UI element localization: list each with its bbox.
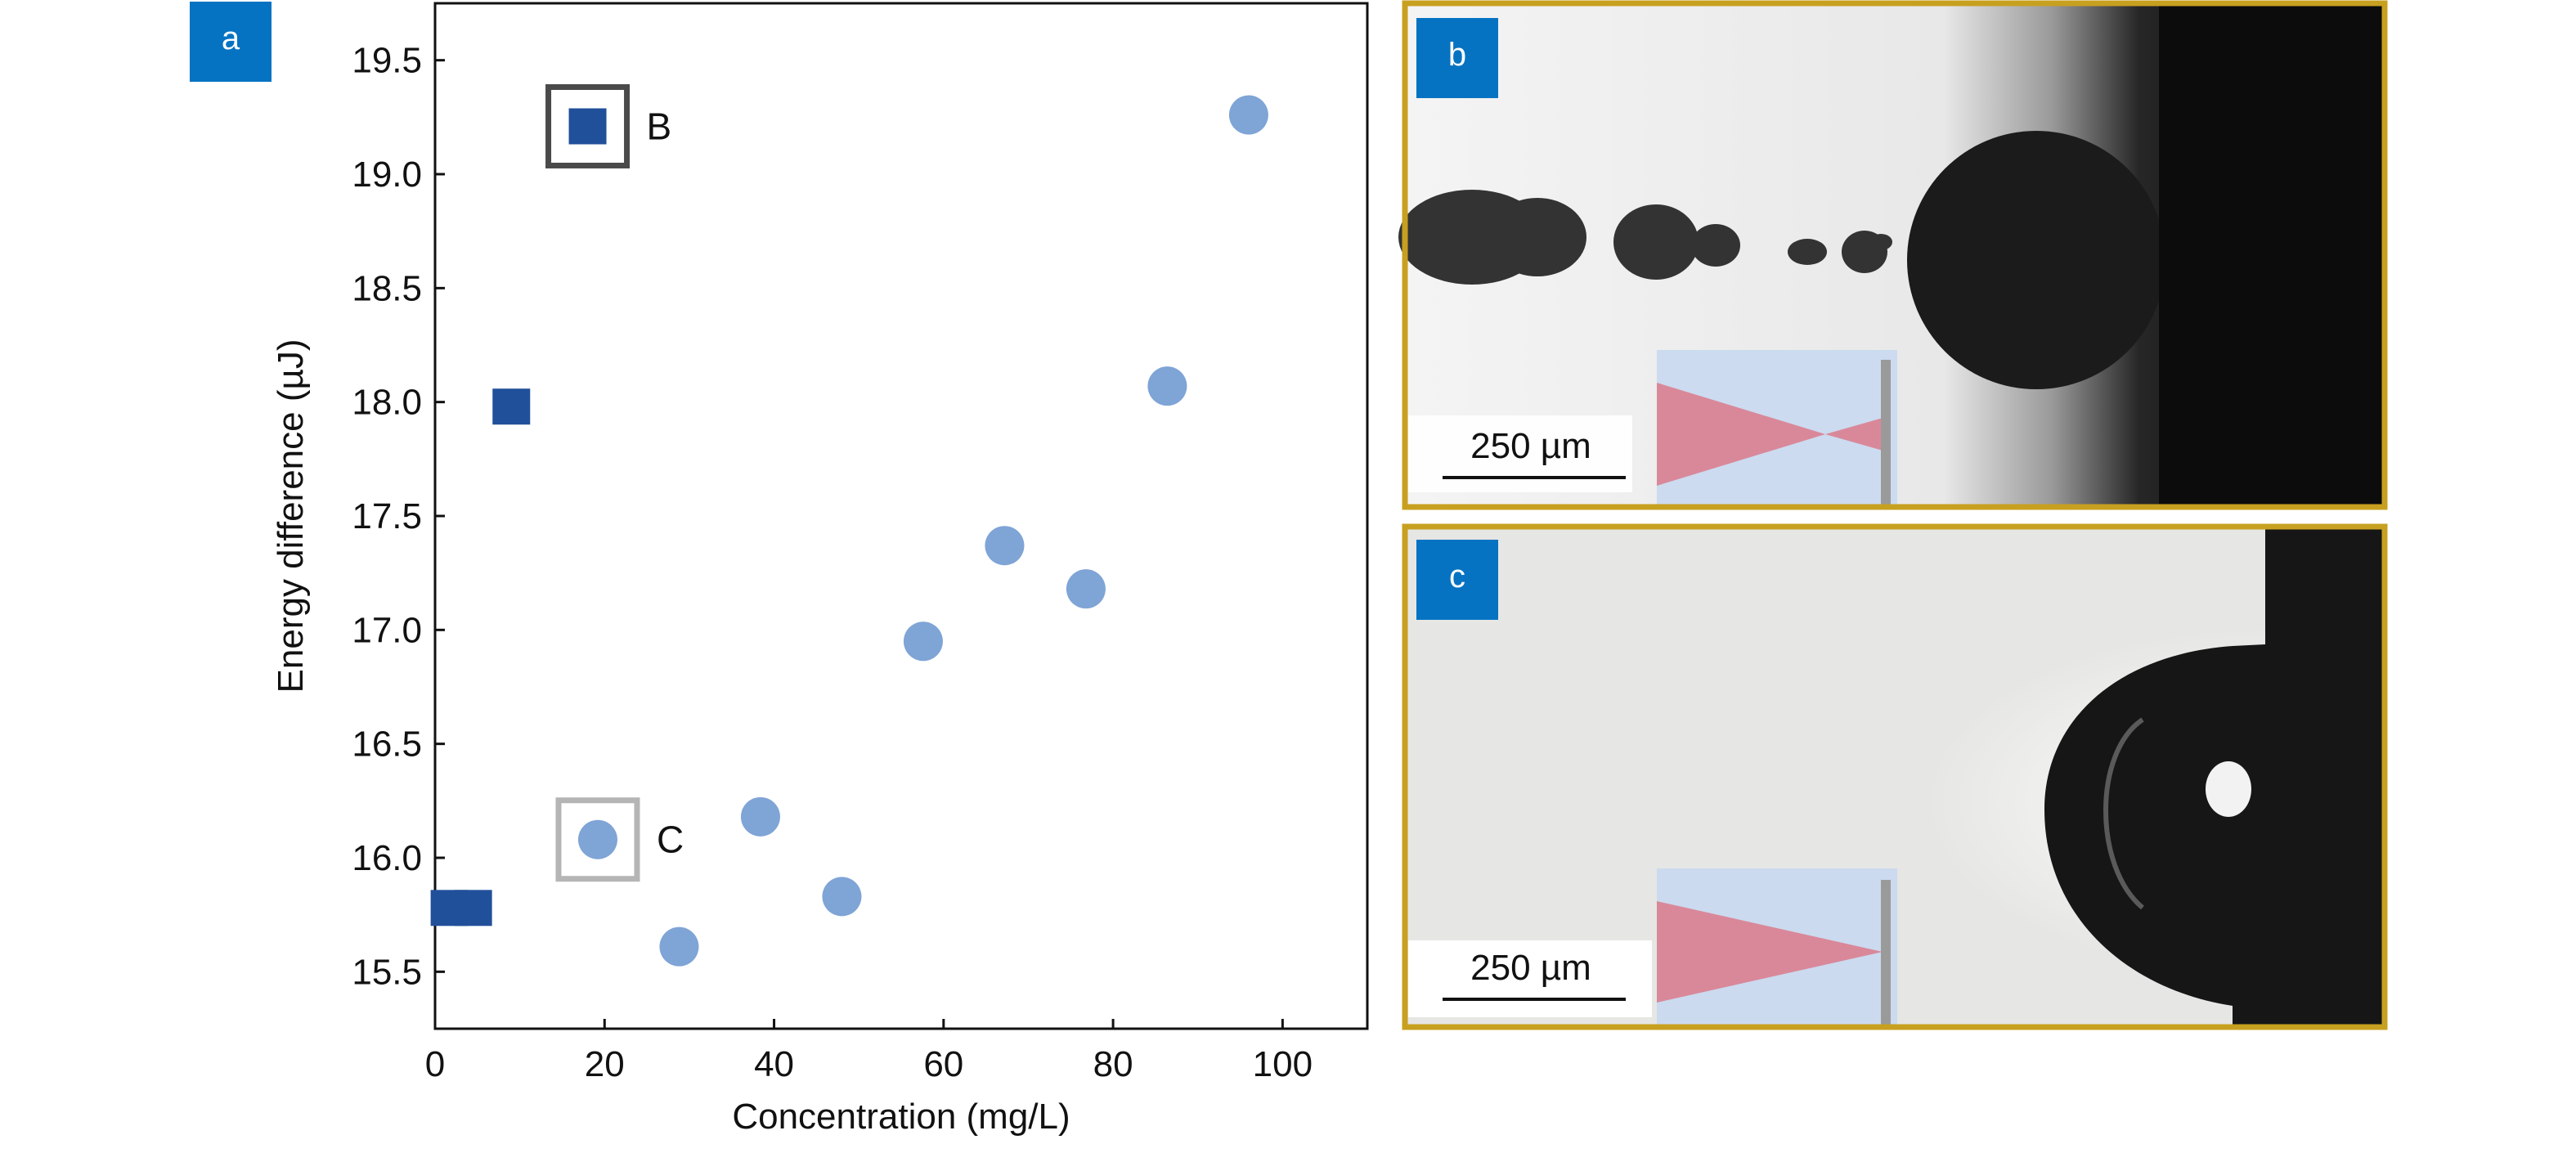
inset-schematic-b — [1657, 350, 1897, 507]
panel-label-c: c — [1449, 559, 1465, 594]
y-tick-label: 18.5 — [352, 268, 422, 308]
inset-schematic-c — [1657, 868, 1897, 1027]
x-tick-label: 0 — [425, 1044, 445, 1084]
data-point-circle — [659, 926, 699, 967]
x-tick-label: 40 — [754, 1044, 794, 1084]
image-b-border — [1402, 0, 2388, 510]
data-point-circle — [577, 819, 617, 859]
y-tick-label: 17.0 — [352, 610, 422, 650]
data-point-square — [492, 388, 531, 425]
plot-frame — [433, 2, 1369, 1030]
x-tick-label: 100 — [1253, 1044, 1313, 1084]
y-axis-label: Energy difference (µJ) — [271, 339, 311, 693]
annotation-layer: BC — [545, 83, 684, 882]
data-point-circle — [1147, 366, 1187, 406]
bright-spot-c — [2206, 761, 2251, 817]
scale-bar-c: 250 µm — [1408, 940, 1652, 1017]
y-tick-label: 15.5 — [352, 952, 422, 992]
scale-bar-label-b: 250 µm — [1470, 426, 1591, 466]
panel-c: 250 µm c — [1402, 523, 2388, 1030]
data-point-circle — [985, 526, 1025, 566]
bubble-b — [1907, 131, 2165, 389]
y-tick-label: 16.0 — [352, 838, 422, 878]
data-point-circle — [1228, 95, 1268, 135]
dark-wall-b — [2159, 3, 2385, 507]
x-tick-label: 60 — [923, 1044, 963, 1084]
data-point-circle — [1066, 569, 1106, 609]
panel-label-c-badge — [1416, 540, 1498, 620]
bubble-ring-c — [2103, 717, 2144, 910]
y-tick-label: 16.5 — [352, 725, 422, 765]
x-tick-label: 80 — [1093, 1044, 1133, 1084]
x-axis-label: Concentration (mg/L) — [732, 1097, 1070, 1137]
jet-droplets-b — [1398, 190, 1892, 285]
y-tick-label: 19.0 — [352, 155, 422, 195]
panel-a: a 0 20 40 60 80 100 15.516.016.517.017.518.01… — [190, 2, 1369, 1137]
scale-bar-label-c: 250 µm — [1470, 948, 1591, 988]
data-point-circle — [903, 621, 943, 662]
annotation-label-c: C — [657, 819, 684, 861]
annotation-label-b: B — [647, 105, 672, 147]
image-c-border — [1402, 523, 2388, 1030]
y-tick-label: 17.5 — [352, 496, 422, 536]
panel-label-a-badge — [190, 2, 272, 82]
y-tick-label: 19.5 — [352, 41, 422, 81]
panel-label-b-badge — [1416, 18, 1498, 98]
annotation-box-b — [545, 83, 631, 168]
data-point-circle — [740, 796, 780, 837]
y-tick-label: 18.0 — [352, 383, 422, 423]
data-point-square — [568, 108, 607, 145]
panel-b: 250 µm b — [1398, 0, 2388, 510]
panel-label-a: a — [222, 20, 240, 56]
annotation-box-c — [555, 797, 640, 882]
scale-bar-b: 250 µm — [1408, 415, 1632, 492]
x-tick-label: 20 — [585, 1044, 625, 1084]
panel-label-b: b — [1448, 37, 1466, 73]
data-point-circle — [822, 877, 862, 917]
data-points — [430, 95, 1268, 967]
data-point-square — [454, 890, 492, 926]
y-axis: 15.5 16.0 16.5 17.0 17.5 18.0 18.5 19.0 19.5 — [352, 41, 445, 992]
x-axis: 0 20 40 60 80 100 — [425, 1019, 1313, 1084]
